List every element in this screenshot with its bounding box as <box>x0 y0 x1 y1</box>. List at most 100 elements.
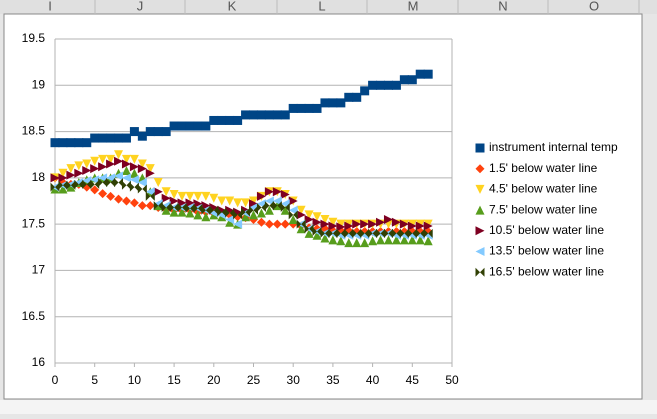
column-header: K <box>228 0 237 13</box>
point <box>336 222 346 232</box>
point <box>352 219 362 229</box>
point <box>114 177 124 187</box>
point <box>344 92 354 102</box>
x-tick-label: 5 <box>91 373 98 387</box>
point <box>74 168 84 178</box>
point <box>256 110 266 120</box>
point <box>58 184 68 194</box>
column-header: I <box>48 0 52 13</box>
point <box>106 133 116 143</box>
point <box>66 170 76 180</box>
point <box>177 198 187 208</box>
point <box>145 164 155 174</box>
point <box>399 228 409 238</box>
point <box>320 215 330 225</box>
point <box>391 228 401 238</box>
point <box>423 69 433 79</box>
point <box>249 110 258 120</box>
legend-label: 1.5' below water line <box>489 161 598 175</box>
point <box>185 191 195 201</box>
point <box>241 110 251 120</box>
column-header: L <box>318 0 325 13</box>
point <box>328 221 338 231</box>
point <box>280 205 290 215</box>
point <box>391 80 401 90</box>
point <box>415 221 425 231</box>
point <box>114 156 124 166</box>
point <box>328 228 338 238</box>
point <box>399 75 409 85</box>
point <box>264 187 274 197</box>
point <box>98 189 108 199</box>
point <box>90 133 100 143</box>
point <box>137 131 147 141</box>
x-tick-label: 30 <box>287 373 301 387</box>
point <box>296 210 306 220</box>
point <box>296 103 306 113</box>
point <box>249 210 258 220</box>
point <box>272 110 282 120</box>
point <box>312 103 322 113</box>
point <box>328 217 338 227</box>
point <box>376 217 386 227</box>
point <box>50 138 60 148</box>
point <box>320 98 330 108</box>
point <box>272 219 282 229</box>
point <box>58 168 68 178</box>
point <box>121 133 131 143</box>
point <box>66 138 76 148</box>
point <box>256 217 266 227</box>
point <box>328 98 338 108</box>
point <box>193 121 203 131</box>
point <box>288 196 298 206</box>
point <box>304 103 314 113</box>
y-tick-label: 16.5 <box>22 309 46 323</box>
point <box>90 185 100 195</box>
point <box>399 235 409 245</box>
point <box>177 207 187 217</box>
point <box>106 173 116 183</box>
point <box>368 228 378 238</box>
point <box>312 227 322 237</box>
point <box>320 228 330 238</box>
point <box>344 238 354 248</box>
point <box>475 226 485 236</box>
point <box>383 80 393 90</box>
point <box>264 205 274 215</box>
point <box>153 127 163 137</box>
y-tick-label: 17 <box>32 263 46 277</box>
point <box>312 230 322 240</box>
point <box>312 217 322 227</box>
point <box>241 212 251 222</box>
point <box>129 198 139 208</box>
point <box>169 207 179 217</box>
point <box>90 164 100 174</box>
point <box>121 154 131 164</box>
point <box>185 208 195 218</box>
point <box>280 190 290 200</box>
y-tick-label: 18.5 <box>22 124 46 138</box>
point <box>360 238 370 248</box>
point <box>304 215 314 225</box>
point <box>391 235 401 245</box>
point <box>336 219 346 229</box>
point <box>201 201 211 211</box>
point <box>399 219 409 229</box>
point <box>66 182 76 192</box>
y-tick-label: 19.5 <box>22 31 46 45</box>
point <box>193 210 203 220</box>
point <box>423 221 433 231</box>
point <box>296 224 306 234</box>
x-tick-label: 10 <box>128 373 142 387</box>
point <box>98 173 108 183</box>
point <box>241 198 251 208</box>
point <box>280 110 290 120</box>
point <box>264 201 274 211</box>
x-tick-label: 35 <box>326 373 340 387</box>
point <box>193 199 203 209</box>
point <box>66 180 76 190</box>
point <box>296 205 306 215</box>
point <box>336 236 346 246</box>
point <box>360 219 370 229</box>
column-header: J <box>137 0 144 13</box>
